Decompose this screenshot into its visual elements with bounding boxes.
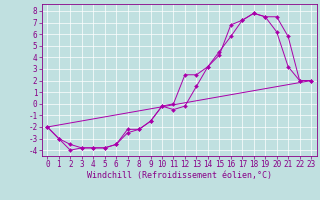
X-axis label: Windchill (Refroidissement éolien,°C): Windchill (Refroidissement éolien,°C) <box>87 171 272 180</box>
